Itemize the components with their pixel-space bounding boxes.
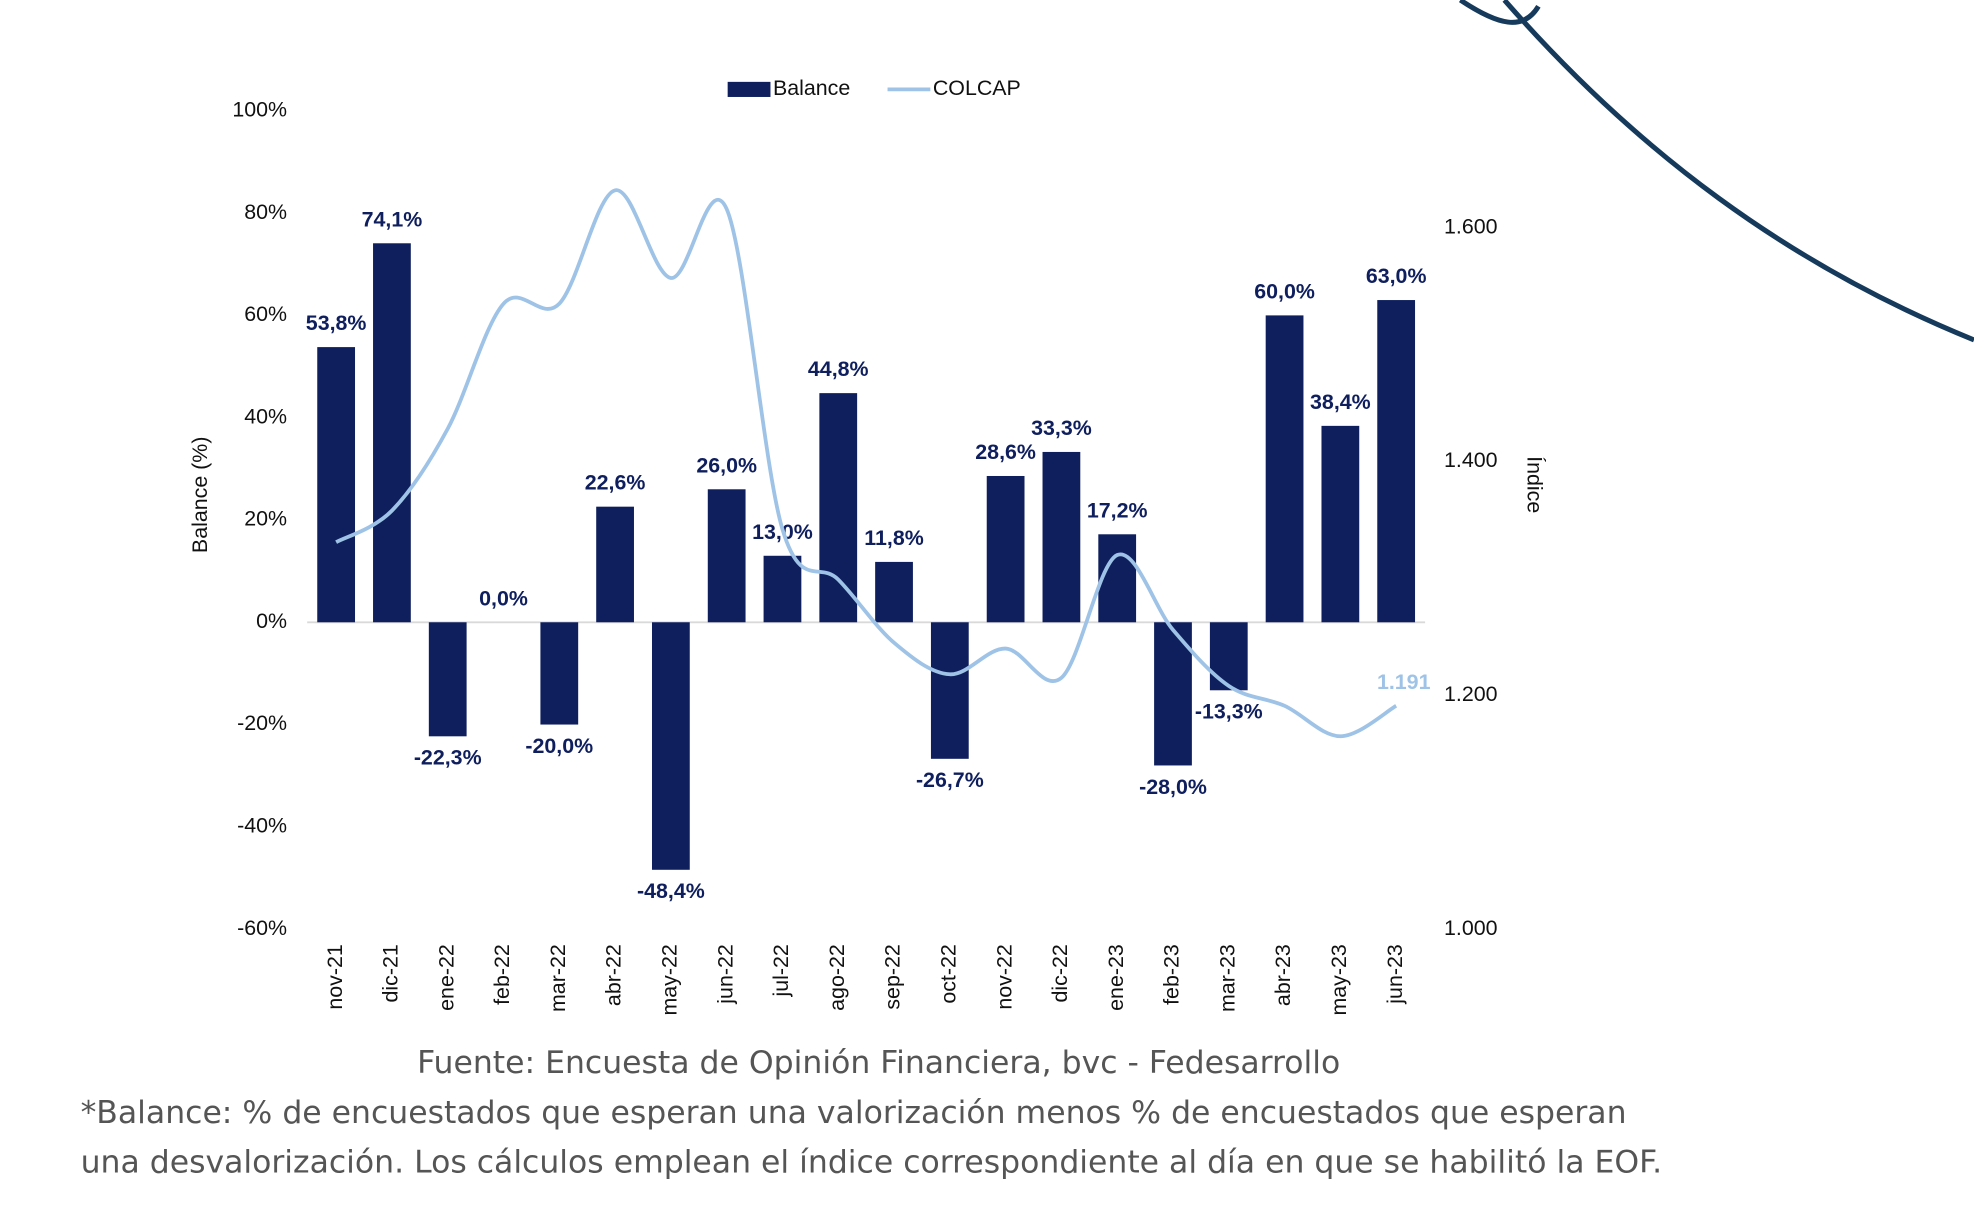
- x-tick-label: feb-23: [1160, 944, 1184, 1005]
- bar: [1265, 315, 1304, 623]
- data-label: 28,6%: [975, 440, 1036, 464]
- x-tick-label: ago-22: [825, 944, 849, 1011]
- bar: [540, 622, 579, 725]
- x-tick-label: nov-22: [992, 944, 1016, 1009]
- data-label: 53,8%: [306, 311, 367, 335]
- line: [335, 188, 1398, 739]
- data-label: 22,6%: [585, 471, 646, 495]
- decoration: [1458, 0, 1974, 343]
- x-tick-label: feb-22: [490, 944, 514, 1005]
- y-tick-label: -40%: [237, 813, 287, 837]
- y-tick-label: -20%: [237, 711, 287, 735]
- data-label: 17,2%: [1087, 498, 1148, 522]
- bar: [930, 622, 969, 759]
- y-tick-label: 0%: [256, 609, 287, 633]
- y-tick-label: 100%: [232, 97, 287, 121]
- x-tick-label: jul-22: [769, 944, 793, 997]
- x-tick-label: mar-23: [1215, 944, 1239, 1012]
- bar: [819, 393, 858, 623]
- legend-swatch: [727, 81, 771, 97]
- bar: [1321, 425, 1360, 623]
- data-label: 11,8%: [864, 526, 923, 550]
- bar: [1042, 451, 1081, 623]
- data-label: 63,0%: [1366, 264, 1427, 288]
- data-label: -48,4%: [637, 879, 705, 903]
- footnote: una desvalorización. Los cálculos emplea…: [81, 1144, 1663, 1180]
- data-label: 1.191: [1377, 670, 1431, 694]
- bar: [317, 347, 356, 623]
- data-label: 44,8%: [808, 357, 869, 381]
- bar: [1098, 534, 1137, 623]
- x-tick-label: mar-22: [546, 944, 570, 1012]
- data-label: 26,0%: [696, 453, 757, 477]
- data-label: 0,0%: [479, 586, 528, 610]
- x-tick-label: abr-23: [1271, 944, 1295, 1006]
- x-tick-label: oct-22: [936, 944, 960, 1003]
- x-tick-label: may-23: [1327, 944, 1351, 1015]
- legend-label: COLCAP: [933, 76, 1021, 100]
- data-label: -28,0%: [1139, 775, 1207, 799]
- legend-label: Balance: [773, 76, 850, 100]
- y2-tick-label: 1.600: [1444, 214, 1498, 238]
- data-label: 60,0%: [1254, 279, 1315, 303]
- y2-axis-title: Índice: [1523, 456, 1548, 513]
- bar: [986, 475, 1025, 623]
- data-label: 38,4%: [1310, 390, 1371, 414]
- bar: [373, 243, 411, 623]
- x-tick-label: jun-22: [713, 944, 737, 1004]
- y-tick-label: -60%: [237, 916, 287, 940]
- x-tick-label: dic-22: [1048, 944, 1072, 1002]
- x-tick-label: sep-22: [881, 944, 905, 1009]
- y-tick-label: 80%: [244, 200, 287, 224]
- x-tick-label: nov-21: [323, 944, 347, 1009]
- source: Fuente: Encuesta de Opinión Financiera, …: [417, 1045, 1340, 1081]
- y-tick-label: 40%: [244, 404, 287, 428]
- y2-tick-label: 1.000: [1444, 916, 1498, 940]
- bar: [651, 622, 690, 870]
- data-label: 33,3%: [1031, 416, 1092, 440]
- footnote: *Balance: % de encuestados que esperan u…: [81, 1095, 1627, 1131]
- data-label: 74,1%: [362, 207, 423, 231]
- y-axis-title: Balance (%): [188, 437, 212, 554]
- data-label: -22,3%: [414, 746, 482, 770]
- bar: [428, 622, 467, 737]
- bar: [763, 555, 802, 623]
- x-tick-label: dic-21: [379, 944, 403, 1002]
- bar: [1209, 622, 1248, 691]
- x-tick-label: ene-22: [434, 944, 458, 1011]
- bar: [1377, 300, 1416, 623]
- data-label: -26,7%: [916, 768, 984, 792]
- y2-tick-label: 1.200: [1444, 682, 1498, 706]
- bar: [596, 506, 634, 623]
- x-tick-label: jun-23: [1383, 944, 1407, 1004]
- bar: [875, 561, 913, 623]
- y2-tick-label: 1.400: [1444, 448, 1498, 472]
- x-tick-label: abr-22: [602, 944, 626, 1006]
- x-tick-label: may-22: [658, 944, 682, 1015]
- data-label: -13,3%: [1195, 700, 1263, 724]
- bar: [707, 489, 746, 623]
- y-tick-label: 20%: [244, 507, 287, 531]
- data-label: -20,0%: [525, 734, 593, 758]
- x-tick-label: ene-23: [1104, 944, 1128, 1011]
- y-tick-label: 60%: [244, 302, 287, 326]
